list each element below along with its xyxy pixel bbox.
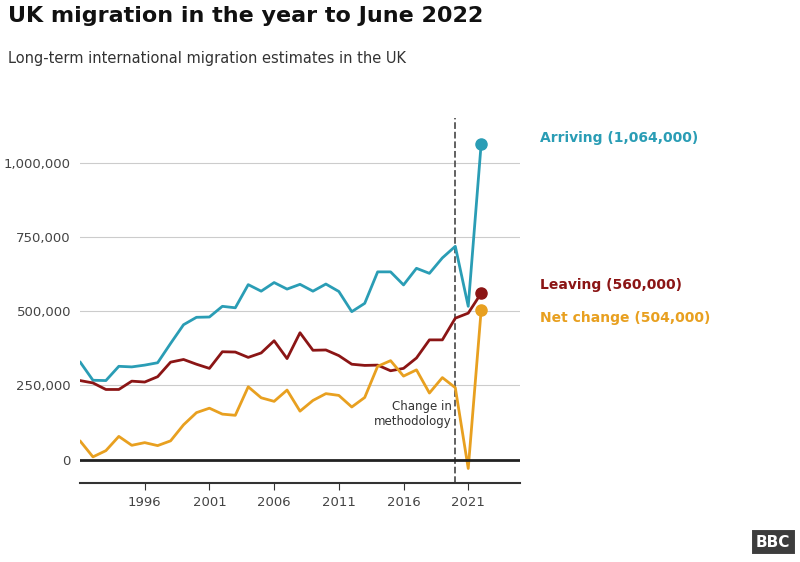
Text: UK migration in the year to June 2022: UK migration in the year to June 2022 — [8, 6, 483, 26]
Text: Leaving (560,000): Leaving (560,000) — [540, 278, 682, 292]
Text: Source: Office for National Statistics: Source: Office for National Statistics — [10, 536, 237, 549]
Text: BBC: BBC — [756, 535, 790, 550]
Text: Arriving (1,064,000): Arriving (1,064,000) — [540, 131, 698, 145]
Text: Long-term international migration estimates in the UK: Long-term international migration estima… — [8, 51, 406, 66]
Text: Change in
methodology: Change in methodology — [374, 400, 451, 428]
Text: Net change (504,000): Net change (504,000) — [540, 311, 710, 325]
